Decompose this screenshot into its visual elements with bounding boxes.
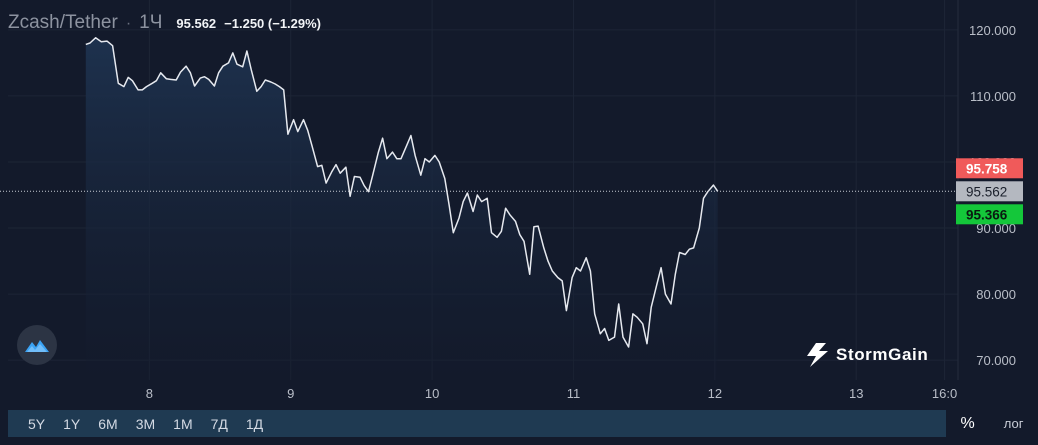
- bid-price-label: 95.366: [966, 207, 1008, 222]
- y-tick-label: 120.000: [969, 23, 1016, 38]
- x-tick-label: 16:0: [932, 386, 957, 401]
- bottom-toolbar: 5Y 1Y 6M 3M 1M 7Д 1Д % лог: [8, 410, 1038, 437]
- percent-scale-button[interactable]: %: [960, 414, 975, 432]
- last-price: 95.562: [176, 16, 217, 31]
- brand-watermark: StormGain: [806, 343, 928, 367]
- stormgain-bolt-icon: [807, 343, 828, 367]
- timeframe-3m-button[interactable]: 3M: [135, 415, 156, 432]
- timeframe-7d-button[interactable]: 7Д: [210, 415, 228, 432]
- header-separator: ·: [125, 15, 132, 32]
- ask-price-badge: [956, 158, 1023, 179]
- x-tick-label: 13: [849, 386, 863, 401]
- pair-name: Zcash/Tether: [8, 12, 118, 33]
- y-tick-label: 90.000: [976, 221, 1016, 236]
- ask-price-label: 95.758: [966, 161, 1008, 176]
- brand-name: StormGain: [836, 345, 929, 364]
- y-tick-label: 70.000: [976, 353, 1016, 368]
- scale-toggles: % лог: [946, 410, 1038, 437]
- interval-label: 1Ч: [139, 12, 163, 33]
- timeframe-1y-button[interactable]: 1Y: [63, 415, 81, 432]
- price-labels: 95.758 95.562 95.366: [956, 158, 1023, 225]
- y-tick-label: 80.000: [976, 287, 1016, 302]
- timeframe-selector: 5Y 1Y 6M 3M 1M 7Д 1Д: [8, 410, 272, 437]
- x-tick-label: 9: [287, 386, 294, 401]
- cloud-icon: [25, 340, 49, 352]
- timeframe-1m-button[interactable]: 1M: [173, 415, 193, 432]
- chart-header: Zcash/Tether · 1Ч 95.562 −1.250 (−1.29%): [8, 12, 321, 40]
- timeframe-6m-button[interactable]: 6M: [98, 415, 118, 432]
- timeframe-1d-button[interactable]: 1Д: [245, 415, 264, 432]
- price-line: [85, 37, 719, 348]
- timeframe-5y-button[interactable]: 5Y: [28, 415, 46, 432]
- last-price-label: 95.562: [966, 184, 1007, 199]
- bid-price-badge: [956, 204, 1023, 225]
- x-tick-label: 11: [567, 386, 581, 401]
- x-tick-label: 10: [425, 386, 439, 401]
- x-tick-label: 8: [146, 386, 153, 401]
- log-scale-button[interactable]: лог: [1003, 416, 1024, 431]
- stormgain-cloud-logo[interactable]: [17, 325, 57, 365]
- price-area-fill: [85, 37, 718, 381]
- price-change: −1.250 (−1.29%): [224, 16, 322, 31]
- y-tick-label: 110.000: [970, 89, 1016, 104]
- x-tick-label: 12: [708, 386, 722, 401]
- last-price-badge: [956, 181, 1023, 202]
- x-axis: 8 9 10 11 12 13 16:0: [146, 386, 957, 401]
